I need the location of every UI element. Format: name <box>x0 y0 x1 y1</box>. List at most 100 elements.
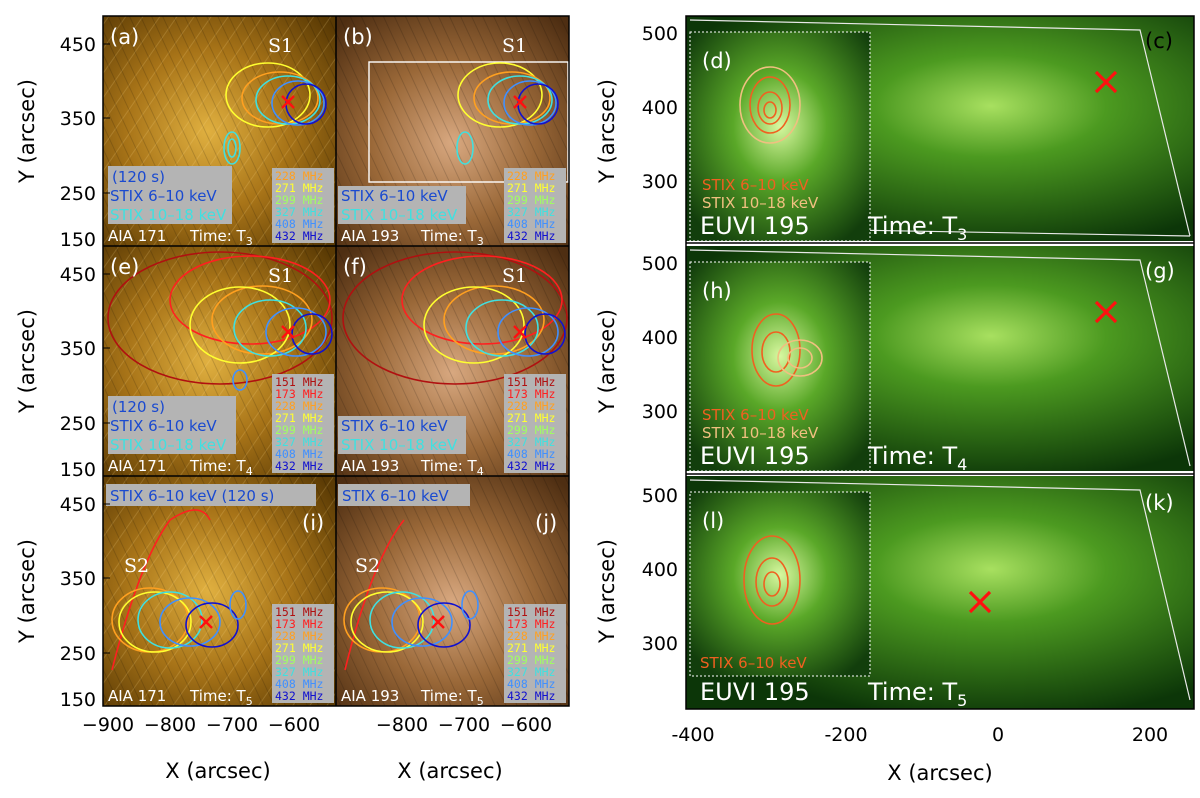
freq-legend-item: 271 MHz <box>275 641 323 655</box>
freq-legend-item: 432 MHz <box>275 229 323 243</box>
xlabel-c1: X (arcsec) <box>165 759 270 783</box>
freq-legend-item: 408 MHz <box>275 677 323 691</box>
time-b-text: Time: T <box>420 227 478 245</box>
stix-box-e-line3: STIX 10–18 keV <box>110 436 227 454</box>
freq-legend-item: 299 MHz <box>275 423 323 437</box>
xtick-c2-600: −600 <box>500 714 552 736</box>
xtick-c1-700: −700 <box>206 714 258 736</box>
instrument-b: AIA 193 <box>341 227 399 245</box>
freq-legend-item: 408 MHz <box>507 217 555 231</box>
freq-legend-item: 228 MHz <box>507 169 555 183</box>
cross-marks-right <box>968 70 1118 614</box>
instrument-e: AIA 171 <box>108 457 166 475</box>
radio-contours-e <box>107 251 333 391</box>
stix-box-i-line1: STIX 6–10 keV (120 s) <box>110 487 274 505</box>
time-e-text: Time: T <box>189 457 247 475</box>
ytick-r3-450: 450 <box>60 494 96 516</box>
time-b: Time: T3 <box>420 227 484 248</box>
freq-legend-item: 228 MHz <box>507 629 555 643</box>
ytick-r1-350: 350 <box>60 108 96 130</box>
freq-legend-item: 432 MHz <box>275 459 323 473</box>
freq-legend-item: 228 MHz <box>275 629 323 643</box>
freq-legend-item: 271 MHz <box>275 411 323 425</box>
time-f-text: Time: T <box>420 457 478 475</box>
stix-box-e-line2: STIX 6–10 keV <box>110 417 217 435</box>
source-label-a: S1 <box>268 35 293 57</box>
left-bottom-labels: AIA 171 Time: T3 AIA 193 Time: T3 AIA 17… <box>108 227 484 708</box>
rylabel-r3: Y (arcsec) <box>595 539 619 644</box>
panel-label-a: (a) <box>110 25 139 49</box>
freq-legend-item: 271 MHz <box>507 641 555 655</box>
time-c: Time: T3 <box>867 212 967 244</box>
ylabel-r3: Y (arcsec) <box>15 539 39 644</box>
time-k-text: Time: T <box>867 678 957 706</box>
rytick-r1-500: 500 <box>642 23 678 45</box>
time-c-sub: 3 <box>957 225 967 244</box>
right-panel-frames <box>685 15 1195 710</box>
time-j: Time: T5 <box>420 687 484 708</box>
freq-legend-item: 432 MHz <box>507 459 555 473</box>
left-panel-frames <box>102 15 570 707</box>
rxtick-400: -400 <box>671 724 714 746</box>
freq-legend-box <box>272 374 334 473</box>
panel-label-g: (g) <box>1145 259 1175 283</box>
freq-legend-item: 299 MHz <box>507 423 555 437</box>
right-y-tick-labels: 500 400 300 500 400 300 500 400 300 Y (a… <box>595 23 678 655</box>
ytick-r2-150: 150 <box>60 459 96 481</box>
stix-box-e: (120 s) STIX 6–10 keV STIX 10–18 keV <box>108 396 236 454</box>
time-f: Time: T4 <box>420 457 484 478</box>
ytick-r3-250: 250 <box>60 643 96 665</box>
panel-a-image <box>103 16 336 246</box>
rytick-r3-500: 500 <box>642 485 678 507</box>
ytick-r1-150: 150 <box>60 229 96 251</box>
right-panel-labels: (c) (d) STIX 6–10 keV STIX 10–18 keV EUV… <box>700 29 1175 710</box>
stix-box-f: STIX 6–10 keV STIX 10–18 keV <box>338 416 466 454</box>
time-k: Time: T5 <box>867 678 967 710</box>
rytick-r3-300: 300 <box>642 633 678 655</box>
time-g-text: Time: T <box>867 442 957 470</box>
instrument-c: EUVI 195 <box>700 212 810 240</box>
left-y-ticks <box>103 43 110 654</box>
freq-legend-item: 327 MHz <box>507 665 555 679</box>
panel-label-l: (l) <box>702 509 724 533</box>
time-i-sub: 5 <box>246 695 253 708</box>
xtick-c1-900: −900 <box>82 714 134 736</box>
stix-box-a-line1: (120 s) <box>112 168 165 186</box>
left-x-tick-labels: −900 −800 −700 −600 −800 −700 −600 X (ar… <box>82 714 552 783</box>
freq-legend-item: 327 MHz <box>507 205 555 219</box>
freq-legend-item: 299 MHz <box>275 653 323 667</box>
stix-box-a-line3: STIX 10–18 keV <box>110 206 227 224</box>
radio-contours-j <box>343 519 479 671</box>
stix-low-c: STIX 6–10 keV <box>702 176 809 194</box>
stix-high-c: STIX 10–18 keV <box>702 194 819 212</box>
ytick-r3-150: 150 <box>60 689 96 711</box>
time-g: Time: T4 <box>867 442 967 474</box>
freq-legend-box <box>504 374 566 473</box>
freq-legend-item: 408 MHz <box>507 677 555 691</box>
instrument-i: AIA 171 <box>108 687 166 705</box>
source-label-j: S2 <box>355 555 380 577</box>
panel-label-f: (f) <box>343 255 367 279</box>
stix-box-a: (120 s) STIX 6–10 keV STIX 10–18 keV <box>108 166 232 224</box>
freq-legend-item: 151 MHz <box>507 605 555 619</box>
time-a: Time: T3 <box>189 227 253 248</box>
freq-legend-item: 432 MHz <box>507 229 555 243</box>
stix-box-b: STIX 6–10 keV STIX 10–18 keV <box>338 186 466 224</box>
freq-legend-item: 271 MHz <box>507 411 555 425</box>
panel-label-j: (j) <box>535 511 557 535</box>
freq-legend-item: 327 MHz <box>275 435 323 449</box>
panel-label-b: (b) <box>343 25 373 49</box>
freq-legend-item: 327 MHz <box>275 665 323 679</box>
freq-legend-item: 151 MHz <box>275 605 323 619</box>
panel-label-h: (h) <box>702 279 732 303</box>
time-j-sub: 5 <box>477 695 484 708</box>
freq-legend-item: 173 MHz <box>275 617 323 631</box>
freq-legend-item: 299 MHz <box>507 193 555 207</box>
panel-label-d: (d) <box>702 49 732 73</box>
left-y-labels: Y (arcsec) Y (arcsec) Y (arcsec) <box>15 79 39 644</box>
freq-legend-item: 228 MHz <box>275 169 323 183</box>
ytick-r2-350: 350 <box>60 338 96 360</box>
freq-legend-item: 432 MHz <box>275 689 323 703</box>
freq-legend-item: 327 MHz <box>275 205 323 219</box>
ytick-r2-250: 250 <box>60 413 96 435</box>
